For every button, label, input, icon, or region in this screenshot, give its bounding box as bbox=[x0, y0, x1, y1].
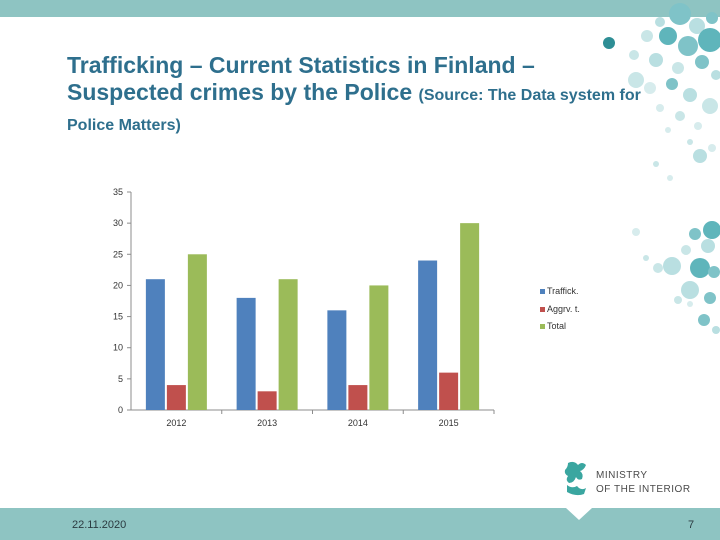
bar-traffick-2014 bbox=[327, 310, 347, 410]
logo-line-1: MINISTRY bbox=[596, 470, 648, 481]
slide-title: Trafficking – Current Statistics in Finl… bbox=[67, 52, 647, 139]
y-tick-label: 15 bbox=[113, 312, 123, 322]
x-tick-label: 2012 bbox=[166, 418, 186, 428]
legend-swatch bbox=[540, 289, 545, 295]
bar-total-2012 bbox=[187, 254, 207, 410]
bar-aggrv-t-2014 bbox=[348, 385, 368, 410]
title-source: (Source: The Data system for Police Matt… bbox=[67, 87, 641, 134]
title-main: Trafficking – Current Statistics in Finl… bbox=[67, 52, 535, 105]
bar-traffick-2015 bbox=[418, 260, 438, 410]
slide-date: 22.11.2020 bbox=[72, 519, 127, 531]
bar-aggrv-t-2015 bbox=[439, 372, 459, 410]
legend-label: Traffick. bbox=[547, 286, 579, 296]
bar-traffick-2012 bbox=[145, 279, 165, 410]
legend-swatch bbox=[540, 307, 545, 313]
y-tick-label: 5 bbox=[118, 374, 123, 384]
legend-item: Total bbox=[540, 321, 566, 331]
bar-traffick-2013 bbox=[236, 297, 256, 410]
bar-total-2015 bbox=[460, 223, 480, 410]
bar-total-2013 bbox=[278, 279, 298, 410]
ministry-logo bbox=[564, 461, 586, 496]
legend-label: Aggrv. t. bbox=[547, 304, 580, 314]
y-tick-label: 10 bbox=[113, 343, 123, 353]
x-tick-label: 2013 bbox=[257, 418, 277, 428]
y-tick-label: 30 bbox=[113, 218, 123, 228]
y-tick-label: 20 bbox=[113, 280, 123, 290]
legend-label: Total bbox=[547, 321, 567, 331]
top-accent-bar bbox=[0, 0, 720, 17]
y-tick-label: 0 bbox=[118, 405, 123, 415]
bar-aggrv-t-2013 bbox=[257, 391, 277, 410]
logo-line-2: OF THE INTERIOR bbox=[596, 484, 691, 495]
legend-item: Aggrv. t. bbox=[540, 304, 580, 314]
x-tick-label: 2014 bbox=[348, 418, 368, 428]
bottom-accent-bar bbox=[0, 508, 720, 540]
bar-aggrv-t-2012 bbox=[166, 385, 186, 410]
legend-swatch bbox=[540, 324, 545, 330]
bottom-bar-notch bbox=[566, 508, 592, 520]
y-tick-label: 35 bbox=[113, 187, 123, 197]
bar-total-2014 bbox=[369, 285, 389, 410]
y-tick-label: 25 bbox=[113, 249, 123, 259]
page-number: 7 bbox=[688, 519, 695, 531]
lion-emblem-icon bbox=[564, 461, 586, 496]
x-tick-label: 2015 bbox=[439, 418, 459, 428]
legend-item: Traffick. bbox=[540, 286, 579, 296]
